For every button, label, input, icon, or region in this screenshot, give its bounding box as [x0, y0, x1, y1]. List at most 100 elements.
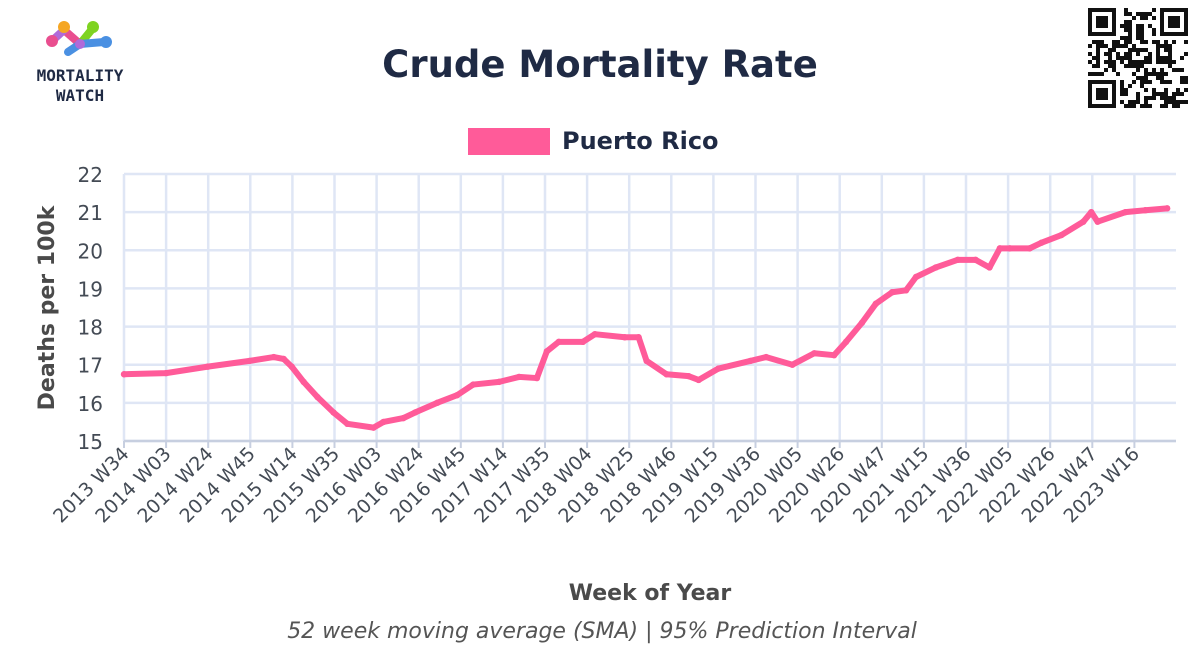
- data-point[interactable]: [515, 373, 523, 381]
- data-point[interactable]: [120, 371, 128, 378]
- data-point[interactable]: [1026, 245, 1033, 252]
- data-point[interactable]: [370, 424, 377, 431]
- data-point[interactable]: [433, 399, 441, 407]
- data-point[interactable]: [762, 353, 770, 361]
- qr-module: [1152, 88, 1156, 92]
- qr-module: [1124, 24, 1128, 28]
- data-point[interactable]: [621, 334, 628, 341]
- data-point[interactable]: [246, 357, 253, 365]
- data-point[interactable]: [902, 287, 910, 294]
- data-point[interactable]: [912, 273, 920, 281]
- data-point[interactable]: [643, 357, 650, 365]
- qr-module: [1128, 60, 1132, 64]
- mortality-watch-logo[interactable]: MORTALITY WATCH: [37, 21, 124, 105]
- qr-module: [1148, 80, 1152, 84]
- data-point[interactable]: [400, 414, 407, 422]
- qr-module: [1148, 60, 1152, 64]
- data-point[interactable]: [533, 374, 541, 382]
- qr-module: [1132, 64, 1136, 68]
- data-point[interactable]: [954, 256, 961, 264]
- qr-module: [1128, 24, 1132, 28]
- qr-module: [1168, 64, 1172, 68]
- logo-text-line2: WATCH: [56, 86, 104, 105]
- qr-module: [1156, 44, 1160, 48]
- qr-module: [1172, 68, 1176, 72]
- data-point[interactable]: [888, 289, 896, 296]
- qr-module: [1144, 72, 1148, 76]
- data-point[interactable]: [380, 418, 387, 426]
- data-point[interactable]: [932, 264, 940, 271]
- qr-module: [1124, 52, 1128, 56]
- qr-module: [1160, 60, 1164, 64]
- qr-module: [1132, 60, 1136, 64]
- data-point[interactable]: [1038, 239, 1045, 246]
- data-point[interactable]: [162, 369, 170, 377]
- qr-module: [1160, 80, 1164, 84]
- data-point[interactable]: [830, 351, 838, 359]
- data-point[interactable]: [470, 381, 477, 388]
- qr-module: [1120, 24, 1124, 28]
- qr-module: [1108, 60, 1112, 64]
- data-point[interactable]: [1088, 208, 1095, 216]
- qr-module: [1148, 12, 1152, 16]
- series-puerto-rico[interactable]: [120, 205, 1171, 431]
- qr-module: [1140, 48, 1144, 52]
- qr-module: [1116, 40, 1120, 44]
- data-point[interactable]: [555, 338, 562, 346]
- qr-module: [1136, 32, 1140, 36]
- data-point[interactable]: [1058, 231, 1065, 239]
- data-point[interactable]: [695, 376, 702, 384]
- qr-module: [1156, 92, 1160, 96]
- data-point[interactable]: [972, 256, 979, 264]
- data-point[interactable]: [204, 363, 212, 370]
- data-point[interactable]: [280, 355, 287, 363]
- data-point[interactable]: [591, 331, 599, 338]
- legend[interactable]: Puerto Rico: [468, 127, 719, 155]
- data-point[interactable]: [715, 365, 722, 372]
- data-point[interactable]: [1094, 218, 1101, 225]
- data-point[interactable]: [412, 409, 419, 416]
- qr-module: [1140, 40, 1144, 44]
- data-point[interactable]: [1080, 218, 1087, 225]
- data-point[interactable]: [685, 372, 692, 380]
- data-point[interactable]: [858, 319, 866, 326]
- data-point[interactable]: [811, 350, 818, 357]
- data-point[interactable]: [747, 357, 754, 365]
- data-point[interactable]: [453, 392, 461, 399]
- data-point[interactable]: [996, 245, 1004, 252]
- qr-module: [1176, 104, 1180, 108]
- qr-module: [1164, 92, 1168, 96]
- data-point[interactable]: [288, 363, 295, 370]
- qr-module: [1180, 80, 1184, 84]
- data-point[interactable]: [1006, 245, 1013, 252]
- legend-label: Puerto Rico: [562, 127, 719, 155]
- data-point[interactable]: [789, 361, 796, 368]
- qr-module: [1136, 48, 1140, 52]
- data-point[interactable]: [495, 378, 503, 386]
- qr-module: [1144, 68, 1148, 72]
- qr-code-icon[interactable]: [1088, 8, 1188, 108]
- qr-module: [1140, 80, 1144, 84]
- data-point[interactable]: [300, 378, 307, 386]
- qr-module: [1092, 56, 1096, 60]
- data-point[interactable]: [314, 393, 321, 401]
- qr-module: [1120, 44, 1124, 48]
- series-line[interactable]: [121, 205, 1171, 431]
- data-point[interactable]: [872, 300, 880, 307]
- data-point[interactable]: [663, 371, 670, 378]
- data-point[interactable]: [344, 420, 351, 428]
- qr-module: [1132, 80, 1136, 84]
- qr-module: [1152, 16, 1156, 20]
- data-point[interactable]: [1122, 208, 1129, 216]
- data-point[interactable]: [1163, 205, 1171, 212]
- qr-module: [1124, 64, 1128, 68]
- data-point[interactable]: [543, 348, 551, 355]
- data-point[interactable]: [842, 338, 850, 346]
- data-point[interactable]: [986, 264, 993, 271]
- data-point[interactable]: [1142, 207, 1149, 214]
- qr-module: [1136, 68, 1140, 72]
- data-point[interactable]: [579, 338, 587, 346]
- data-point[interactable]: [635, 334, 642, 341]
- data-point[interactable]: [270, 353, 277, 361]
- data-point[interactable]: [330, 409, 337, 416]
